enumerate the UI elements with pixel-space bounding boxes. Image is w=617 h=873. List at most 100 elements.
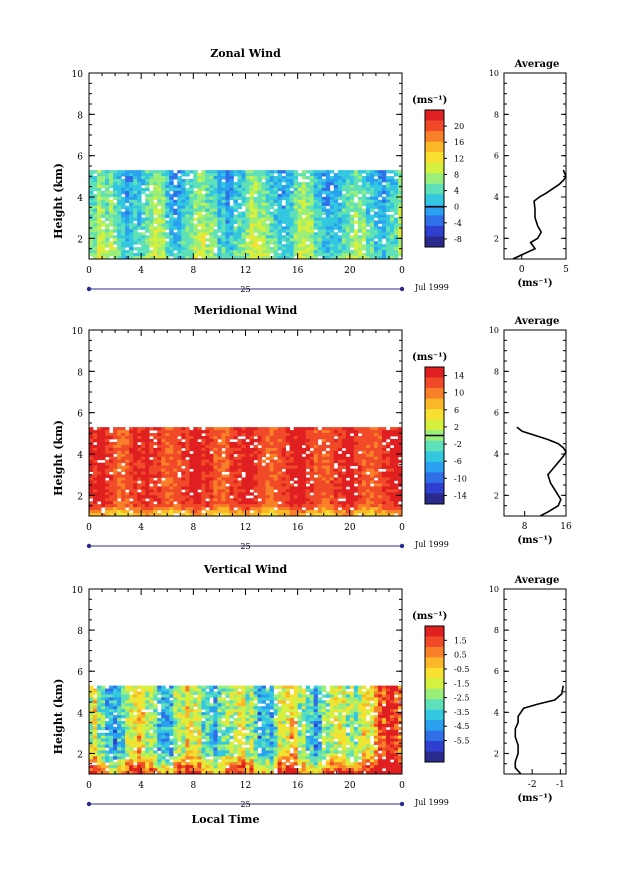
- heatmap-cell: [245, 447, 250, 452]
- heatmap-cell: [393, 244, 399, 248]
- heatmap-cell: [277, 196, 283, 201]
- heatmap-cell: [285, 181, 291, 186]
- heatmap-cell: [341, 208, 347, 212]
- heatmap-cell: [313, 202, 319, 207]
- heatmap-cell: [93, 247, 98, 251]
- heatmap-cell: [229, 450, 234, 455]
- heatmap-cell: [153, 471, 158, 475]
- heatmap-cell: [397, 447, 403, 452]
- heatmap-cell: [249, 474, 254, 478]
- heatmap-cell: [113, 238, 118, 242]
- heatmap-cell: [241, 462, 246, 467]
- heatmap-cell: [261, 504, 266, 508]
- heatmap-cell: [225, 202, 230, 207]
- heatmap-cell: [249, 184, 254, 189]
- heatmap-cell: [197, 214, 202, 218]
- heatmap-cell: [349, 486, 355, 490]
- heatmap-cell: [265, 235, 270, 239]
- heatmap-cell: [233, 184, 238, 189]
- heatmap-cell: [377, 208, 383, 212]
- heatmap-cell: [321, 438, 327, 443]
- heatmap-cell: [213, 433, 218, 437]
- heatmap-cell: [217, 450, 222, 455]
- average-profile-line: [516, 426, 567, 517]
- heatmap-cell: [241, 196, 246, 201]
- heatmap-cell: [221, 190, 226, 195]
- heatmap-cell: [197, 462, 202, 467]
- heatmap-cell: [169, 453, 174, 458]
- heatmap-cell: [101, 498, 106, 502]
- heatmap-cell: [113, 726, 118, 731]
- heatmap-cell: [177, 184, 182, 189]
- heatmap-cell: [345, 214, 351, 218]
- heatmap-cell: [201, 495, 206, 499]
- heatmap-cell: [97, 513, 102, 517]
- heatmap-cell: [213, 430, 218, 434]
- heatmap-cell: [105, 235, 110, 239]
- heatmap-cell: [97, 190, 102, 195]
- heatmap-cell: [337, 196, 343, 201]
- heatmap-cell: [313, 430, 319, 434]
- heatmap-cell: [233, 247, 238, 251]
- heatmap-cell: [265, 223, 270, 227]
- heatmap-cell: [233, 477, 238, 481]
- heatmap-cell: [277, 438, 283, 443]
- heatmap-cell: [141, 483, 146, 487]
- heatmap-cell: [333, 190, 339, 195]
- heatmap-cell: [305, 217, 311, 221]
- heatmap-cell: [297, 436, 303, 440]
- heatmap-cell: [349, 187, 355, 192]
- heatmap-cell: [265, 447, 270, 452]
- heatmap-cell: [133, 483, 138, 487]
- heatmap-cell: [213, 211, 218, 215]
- heatmap-cell: [153, 211, 158, 215]
- heatmap-cell: [217, 170, 222, 174]
- heatmap-cell: [185, 223, 190, 227]
- heatmap-cell: [217, 441, 222, 446]
- heatmap-cell: [205, 193, 210, 198]
- heatmap-cell: [385, 193, 391, 198]
- heatmap-cell: [121, 202, 126, 207]
- heatmap-cell: [189, 495, 194, 499]
- heatmap-cell: [273, 253, 278, 257]
- heatmap-cell: [93, 205, 98, 210]
- heatmap-cell: [153, 504, 158, 508]
- heatmap-cell: [249, 430, 254, 434]
- heatmap-cell: [165, 247, 170, 251]
- heatmap-cell: [253, 504, 258, 508]
- heatmap-cell: [189, 483, 194, 487]
- heatmap-cell: [305, 477, 311, 481]
- heatmap-cell: [125, 256, 130, 260]
- heatmap-cell: [341, 211, 347, 215]
- heatmap-cell: [121, 450, 126, 455]
- heatmap-cell: [169, 436, 174, 440]
- heatmap-cell: [289, 513, 295, 517]
- heatmap-cell: [121, 507, 126, 511]
- heatmap-cell: [341, 462, 347, 467]
- heatmap-cell: [125, 205, 130, 210]
- heatmap-cell: [329, 438, 335, 443]
- heatmap-cell: [89, 744, 94, 748]
- heatmap-cell: [349, 492, 355, 496]
- heatmap-cell: [253, 173, 258, 177]
- heatmap-cell: [97, 495, 102, 499]
- average-profile-line: [512, 169, 567, 260]
- heatmap-cell: [157, 447, 162, 452]
- heatmap-cell: [265, 456, 270, 461]
- heatmap-cell: [309, 190, 315, 195]
- heatmap-cell: [381, 513, 387, 517]
- heatmap-cell: [149, 250, 154, 254]
- heatmap-cell: [245, 430, 250, 434]
- heatmap-cell: [273, 190, 278, 195]
- heatmap-cell: [113, 441, 118, 446]
- heatmap-cell: [301, 486, 307, 490]
- colorbar-swatch: [425, 215, 444, 227]
- heatmap-cell: [105, 208, 110, 212]
- heatmap-cell: [93, 235, 98, 239]
- heatmap-cell: [297, 504, 303, 508]
- heatmap-cell: [97, 753, 102, 757]
- heatmap-cell: [313, 492, 319, 496]
- heatmap-cell: [365, 256, 371, 260]
- heatmap-cell: [293, 498, 299, 502]
- heatmap-cell: [109, 444, 114, 449]
